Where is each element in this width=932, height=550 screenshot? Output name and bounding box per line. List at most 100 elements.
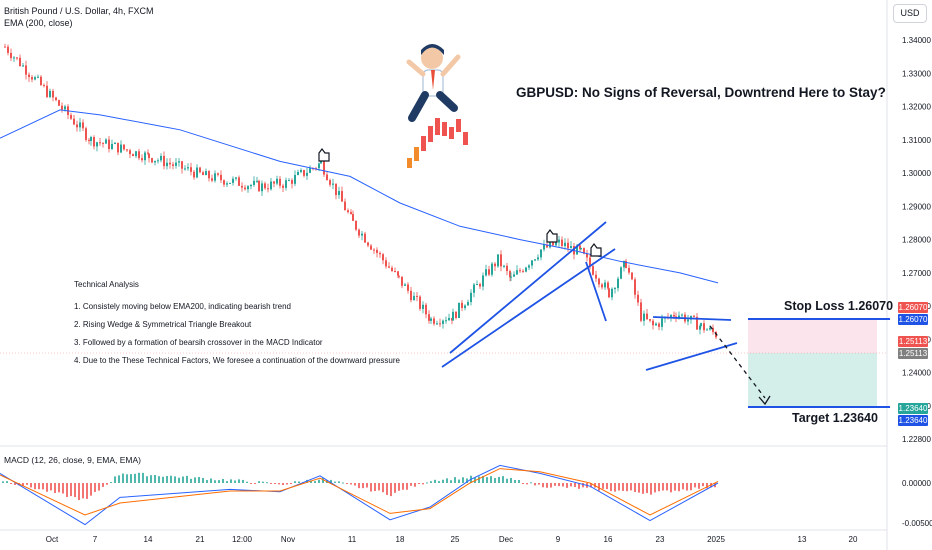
macd-histogram-bar: [578, 483, 580, 489]
macd-histogram-bar: [614, 483, 616, 492]
current-price-tag: 1.25113: [898, 348, 928, 359]
macd-histogram-bar: [442, 479, 444, 483]
candle-body: [40, 76, 42, 86]
currency-button[interactable]: USD: [893, 4, 927, 23]
candle-body: [58, 100, 60, 106]
current-price-tag: 1.25113: [898, 336, 928, 347]
macd-histogram-bar: [598, 483, 600, 491]
macd-histogram-bar: [254, 483, 256, 484]
candle-body: [4, 46, 6, 48]
macd-histogram-bar: [114, 476, 116, 483]
price-axis[interactable]: 1.34000 1.33000 1.32000 1.31000 1.30000 1.290…: [902, 36, 931, 444]
candle-body: [117, 142, 119, 153]
candle-body: [407, 284, 409, 291]
candle-body: [309, 168, 311, 173]
macd-histogram-bar: [706, 483, 708, 489]
candle-body: [126, 149, 128, 151]
candle-body: [510, 276, 512, 278]
macd-histogram-bar: [626, 483, 628, 492]
macd-histogram-bar: [478, 476, 480, 483]
macd-histogram-bar: [454, 477, 456, 483]
candle-body: [398, 275, 400, 277]
candle-body: [394, 270, 396, 272]
macd-histogram-bar: [378, 483, 380, 491]
candle-body: [138, 151, 140, 159]
candle-body: [355, 220, 357, 230]
candle-body: [253, 180, 255, 185]
macd-histogram-bar: [506, 478, 508, 483]
candle-body: [491, 263, 493, 275]
candle-body: [528, 265, 530, 268]
wedge-lower-line[interactable]: [441, 248, 616, 368]
candle-body: [439, 323, 441, 325]
macd-histogram-bar: [206, 480, 208, 483]
candle-body: [82, 122, 84, 129]
candle-body: [516, 270, 518, 275]
macd-histogram-bar: [310, 480, 312, 483]
macd-histogram-bar: [338, 481, 340, 483]
triangle-lower-line[interactable]: [645, 342, 738, 371]
macd-histogram-bar: [298, 481, 300, 483]
macd-histogram-bar: [62, 483, 64, 494]
macd-histogram-bar: [670, 483, 672, 493]
wedge-upper-line[interactable]: [449, 221, 607, 354]
stop-loss-label: Stop Loss 1.26070: [784, 299, 894, 313]
candle-body: [479, 284, 481, 287]
candle-body: [279, 178, 281, 186]
candle-body: [631, 272, 633, 280]
triangle-upper-line[interactable]: [652, 316, 732, 321]
time-tick-label: 2025: [707, 535, 725, 544]
pointer-hand-icon: [546, 229, 558, 243]
candle-body: [413, 295, 415, 301]
time-tick-label: 7: [93, 535, 98, 544]
price-tick-label: 1.28000: [902, 236, 931, 245]
candle-body: [455, 311, 457, 319]
macd-histogram-bar: [42, 483, 44, 490]
macd-histogram-bar: [214, 480, 216, 483]
ta-point: 1. Consistely moving below EMA200, indic…: [74, 302, 292, 311]
candle-body: [226, 183, 228, 185]
candle-body: [537, 257, 539, 260]
time-axis[interactable]: Oct 7 14 21 12:00 Nov 11 18 25 Dec 9 16 23 2025 13 20: [46, 535, 858, 544]
candle-body: [208, 171, 210, 179]
candle-body: [555, 242, 557, 246]
candle-body: [649, 319, 651, 321]
macd-histogram-bar: [102, 483, 104, 487]
candle-body: [589, 257, 591, 267]
candle-body: [96, 142, 98, 147]
macd-histogram-bar: [406, 483, 408, 490]
candle-body: [273, 181, 275, 184]
candle-body: [214, 173, 216, 181]
ema-indicator-label: EMA (200, close): [4, 18, 73, 28]
candle-body: [595, 274, 597, 279]
macd-histogram-bar: [566, 483, 568, 488]
time-tick-label: 14: [144, 535, 153, 544]
macd-histogram-bar: [22, 483, 24, 487]
candle-body: [187, 167, 189, 169]
candle-body: [247, 186, 249, 190]
candle-body: [291, 180, 293, 184]
macd-histogram-bar: [246, 481, 248, 483]
candle-body: [634, 279, 636, 295]
candle-body: [428, 314, 430, 321]
macd-histogram-bar: [662, 483, 664, 491]
candle-body: [184, 168, 186, 170]
candle-body: [546, 244, 548, 248]
macd-histogram: [2, 472, 716, 501]
stop-loss-price-tag: 1.26070: [898, 314, 928, 325]
macd-histogram-bar: [234, 480, 236, 483]
candle-body: [190, 167, 192, 172]
macd-histogram-bar: [482, 475, 484, 483]
macd-histogram-bar: [350, 483, 352, 485]
candle-body: [598, 278, 600, 285]
candle-body: [401, 276, 403, 286]
macd-histogram-bar: [38, 483, 40, 490]
time-tick-label: Oct: [46, 535, 59, 544]
macd-histogram-bar: [650, 483, 652, 495]
price-tick-label: 1.22800: [902, 435, 931, 444]
candle-body: [318, 163, 320, 169]
candle-body: [19, 57, 21, 66]
candle-body: [364, 233, 366, 243]
wedge-breakout-line[interactable]: [585, 261, 607, 322]
